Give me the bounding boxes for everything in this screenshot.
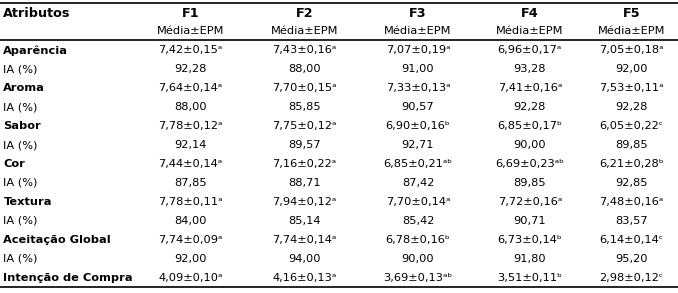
- Text: 92,85: 92,85: [616, 178, 647, 188]
- Text: Intenção de Compra: Intenção de Compra: [3, 273, 133, 283]
- Text: 92,00: 92,00: [174, 254, 207, 264]
- Text: IA (%): IA (%): [3, 216, 38, 226]
- Text: IA (%): IA (%): [3, 140, 38, 150]
- Text: 6,78±0,16ᵇ: 6,78±0,16ᵇ: [386, 235, 450, 245]
- Text: Média±EPM: Média±EPM: [384, 26, 452, 36]
- Text: 6,73±0,14ᵇ: 6,73±0,14ᵇ: [498, 235, 562, 245]
- Text: 89,57: 89,57: [288, 140, 321, 150]
- Text: 88,00: 88,00: [174, 102, 207, 112]
- Text: Atributos: Atributos: [3, 7, 71, 20]
- Text: 7,42±0,15ᵃ: 7,42±0,15ᵃ: [159, 45, 222, 55]
- Text: 7,78±0,11ᵃ: 7,78±0,11ᵃ: [158, 197, 223, 207]
- Text: 7,75±0,12ᵃ: 7,75±0,12ᵃ: [273, 121, 336, 131]
- Text: 3,69±0,13ᵃᵇ: 3,69±0,13ᵃᵇ: [383, 273, 453, 283]
- Text: 91,80: 91,80: [513, 254, 546, 264]
- Text: Aceitação Global: Aceitação Global: [3, 235, 111, 245]
- Text: 4,16±0,13ᵃ: 4,16±0,13ᵃ: [273, 273, 336, 283]
- Text: Cor: Cor: [3, 159, 25, 169]
- Text: IA (%): IA (%): [3, 178, 38, 188]
- Text: 85,85: 85,85: [288, 102, 321, 112]
- Text: 7,74±0,14ᵃ: 7,74±0,14ᵃ: [273, 235, 336, 245]
- Text: IA (%): IA (%): [3, 64, 38, 74]
- Text: 6,21±0,28ᵇ: 6,21±0,28ᵇ: [599, 159, 664, 169]
- Text: 7,07±0,19ᵃ: 7,07±0,19ᵃ: [386, 45, 450, 55]
- Text: 89,85: 89,85: [615, 140, 648, 150]
- Text: 7,72±0,16ᵃ: 7,72±0,16ᵃ: [498, 197, 562, 207]
- Text: 7,33±0,13ᵃ: 7,33±0,13ᵃ: [386, 83, 450, 93]
- Text: F2: F2: [296, 7, 313, 20]
- Text: 92,14: 92,14: [174, 140, 207, 150]
- Text: F4: F4: [521, 7, 539, 20]
- Text: 90,57: 90,57: [401, 102, 435, 112]
- Text: 7,64±0,14ᵃ: 7,64±0,14ᵃ: [159, 83, 222, 93]
- Text: 3,51±0,11ᵇ: 3,51±0,11ᵇ: [498, 273, 562, 283]
- Text: 7,05±0,18ᵃ: 7,05±0,18ᵃ: [599, 45, 664, 55]
- Text: IA (%): IA (%): [3, 102, 38, 112]
- Text: 7,70±0,15ᵃ: 7,70±0,15ᵃ: [272, 83, 337, 93]
- Text: 90,00: 90,00: [513, 140, 546, 150]
- Text: 90,71: 90,71: [513, 216, 546, 226]
- Text: 85,14: 85,14: [288, 216, 321, 226]
- Text: 6,85±0,21ᵃᵇ: 6,85±0,21ᵃᵇ: [384, 159, 452, 169]
- Text: 6,85±0,17ᵇ: 6,85±0,17ᵇ: [498, 121, 562, 131]
- Text: 92,00: 92,00: [616, 64, 647, 74]
- Text: 6,05±0,22ᶜ: 6,05±0,22ᶜ: [599, 121, 664, 131]
- Text: 91,00: 91,00: [401, 64, 435, 74]
- Text: 6,14±0,14ᶜ: 6,14±0,14ᶜ: [599, 235, 664, 245]
- Text: 2,98±0,12ᶜ: 2,98±0,12ᶜ: [599, 273, 664, 283]
- Text: 94,00: 94,00: [288, 254, 321, 264]
- Text: 92,28: 92,28: [616, 102, 647, 112]
- Text: F5: F5: [623, 7, 640, 20]
- Text: 7,41±0,16ᵃ: 7,41±0,16ᵃ: [498, 83, 562, 93]
- Text: 7,16±0,22ᵃ: 7,16±0,22ᵃ: [273, 159, 336, 169]
- Text: Média±EPM: Média±EPM: [271, 26, 338, 36]
- Text: 90,00: 90,00: [401, 254, 435, 264]
- Text: 7,94±0,12ᵃ: 7,94±0,12ᵃ: [273, 197, 336, 207]
- Text: F3: F3: [410, 7, 426, 20]
- Text: 4,09±0,10ᵃ: 4,09±0,10ᵃ: [159, 273, 222, 283]
- Text: 84,00: 84,00: [174, 216, 207, 226]
- Text: 7,53±0,11ᵃ: 7,53±0,11ᵃ: [599, 83, 664, 93]
- Text: 92,28: 92,28: [514, 102, 546, 112]
- Text: 87,85: 87,85: [174, 178, 207, 188]
- Text: 92,71: 92,71: [402, 140, 434, 150]
- Text: 7,78±0,12ᵃ: 7,78±0,12ᵃ: [159, 121, 222, 131]
- Text: 83,57: 83,57: [615, 216, 648, 226]
- Text: Média±EPM: Média±EPM: [496, 26, 563, 36]
- Text: 6,69±0,23ᵃᵇ: 6,69±0,23ᵃᵇ: [496, 159, 564, 169]
- Text: 93,28: 93,28: [514, 64, 546, 74]
- Text: 7,48±0,16ᵃ: 7,48±0,16ᵃ: [599, 197, 664, 207]
- Text: 88,71: 88,71: [288, 178, 321, 188]
- Text: 85,42: 85,42: [402, 216, 434, 226]
- Text: Média±EPM: Média±EPM: [598, 26, 665, 36]
- Text: Aparência: Aparência: [3, 45, 68, 56]
- Text: 92,28: 92,28: [174, 64, 207, 74]
- Text: 6,96±0,17ᵃ: 6,96±0,17ᵃ: [498, 45, 562, 55]
- Text: F1: F1: [182, 7, 199, 20]
- Text: 89,85: 89,85: [513, 178, 546, 188]
- Text: 7,74±0,09ᵃ: 7,74±0,09ᵃ: [159, 235, 222, 245]
- Text: Sabor: Sabor: [3, 121, 41, 131]
- Text: Aroma: Aroma: [3, 83, 45, 93]
- Text: IA (%): IA (%): [3, 254, 38, 264]
- Text: 7,70±0,14ᵃ: 7,70±0,14ᵃ: [386, 197, 450, 207]
- Text: Média±EPM: Média±EPM: [157, 26, 224, 36]
- Text: 87,42: 87,42: [402, 178, 434, 188]
- Text: 95,20: 95,20: [616, 254, 647, 264]
- Text: 6,90±0,16ᵇ: 6,90±0,16ᵇ: [386, 121, 450, 131]
- Text: 88,00: 88,00: [288, 64, 321, 74]
- Text: 7,43±0,16ᵃ: 7,43±0,16ᵃ: [273, 45, 336, 55]
- Text: 7,44±0,14ᵃ: 7,44±0,14ᵃ: [159, 159, 222, 169]
- Text: Textura: Textura: [3, 197, 52, 207]
